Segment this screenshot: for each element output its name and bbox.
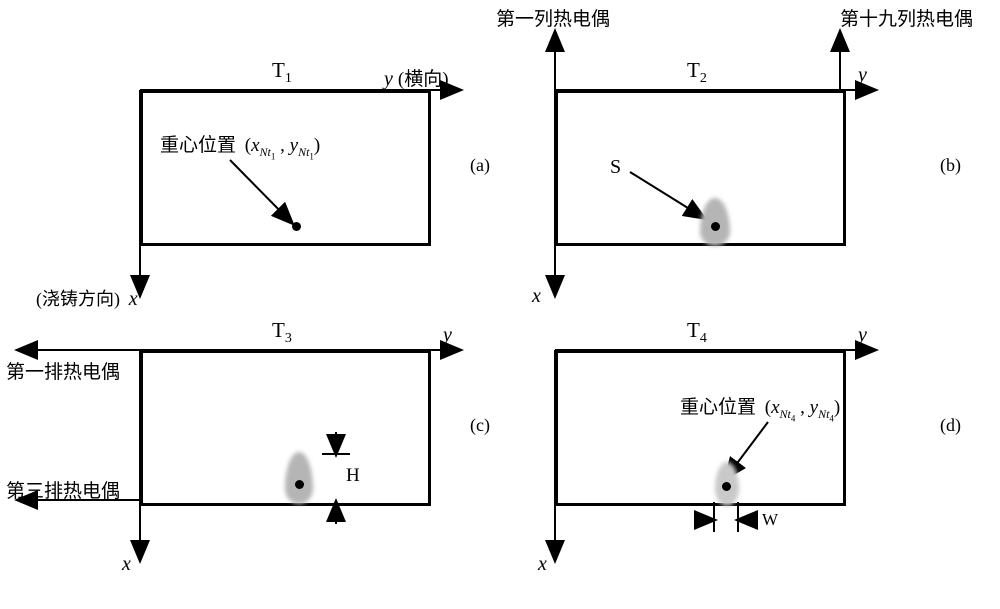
pa-nt1a: Nt — [260, 145, 271, 159]
panel-d-centroid-label: 重心位置 (xNt4 , yNt4) — [680, 392, 840, 423]
panel-a-centroid-label: 重心位置 (xNt1 , yNt1) — [160, 130, 320, 161]
panel-d-x-label: x — [538, 553, 547, 576]
panel-d-dot — [722, 482, 731, 491]
panel-d-centroid-text: 重心位置 — [680, 397, 756, 418]
panel-a-y-label: y (横向) — [384, 64, 449, 91]
label-row1-thermocouple: 第一排热电偶 — [6, 357, 120, 384]
panel-d-W-label: W — [762, 510, 778, 530]
pa-x: x — [251, 135, 259, 156]
panel-a-centroid-dot — [292, 222, 301, 231]
panel-d-title-T: T — [687, 318, 700, 342]
panel-d-title: T4 — [687, 318, 707, 347]
pa-comma: , — [275, 135, 289, 156]
panel-b-tag: (b) — [940, 155, 961, 176]
panel-b-y-label: y — [858, 64, 867, 87]
panel-b-title: T2 — [687, 58, 707, 87]
panel-c-x-label: x — [122, 553, 131, 576]
panel-a-cast-dir: (浇铸方向) — [36, 289, 120, 309]
label-col1-thermocouple: 第一列热电偶 — [496, 4, 610, 31]
pa-close: ) — [314, 135, 320, 156]
panel-b-title-T: T — [687, 58, 700, 82]
panel-d-rect — [555, 350, 846, 506]
panel-a-title-T: T — [272, 58, 285, 82]
label-col19-thermocouple: 第十九列热电偶 — [840, 4, 973, 31]
panel-a-title-sub: 1 — [285, 71, 292, 86]
panel-d-y-label: y — [858, 324, 867, 347]
panel-a-tag: (a) — [470, 155, 490, 176]
panel-c-dot — [295, 480, 304, 489]
pa-nt1b: Nt — [298, 145, 309, 159]
panel-d-title-sub: 4 — [700, 331, 707, 346]
panel-b-S-label: S — [610, 156, 621, 179]
panel-c-title: T3 — [272, 318, 292, 347]
panel-a-y: y — [384, 68, 393, 90]
panel-c-title-T: T — [272, 318, 285, 342]
panel-a-y-horiz: (横向) — [398, 69, 449, 90]
panel-b-title-sub: 2 — [700, 71, 707, 86]
label-row3-thermocouple: 第三排热电偶 — [6, 476, 120, 503]
panel-a-title: T1 — [272, 58, 292, 87]
pa-y: y — [290, 135, 298, 156]
panel-a-rect — [140, 90, 431, 246]
panel-c-title-sub: 3 — [285, 331, 292, 346]
pd-y: y — [810, 397, 818, 418]
panel-d-tag: (d) — [940, 415, 961, 436]
panel-a-centroid-text: 重心位置 — [160, 135, 236, 156]
pd-x: x — [771, 397, 779, 418]
panel-b-x-label: x — [532, 285, 541, 308]
panel-a-x: x — [129, 288, 138, 310]
pd-nt4b: Nt — [818, 407, 829, 421]
pd-comma: , — [795, 397, 809, 418]
pd-nt4a: Nt — [780, 407, 791, 421]
panel-a-centroid-expr: (xNt1 , yNt1) — [245, 135, 320, 156]
panel-a-x-label: (浇铸方向) x — [36, 285, 138, 311]
pd-close: ) — [834, 397, 840, 418]
panel-c-tag: (c) — [470, 415, 490, 436]
panel-b-dot — [711, 222, 720, 231]
panel-d-centroid-expr: (xNt4 , yNt4) — [765, 397, 840, 418]
panel-c-y-label: y — [443, 324, 452, 347]
panel-c-H-label: H — [346, 465, 360, 487]
